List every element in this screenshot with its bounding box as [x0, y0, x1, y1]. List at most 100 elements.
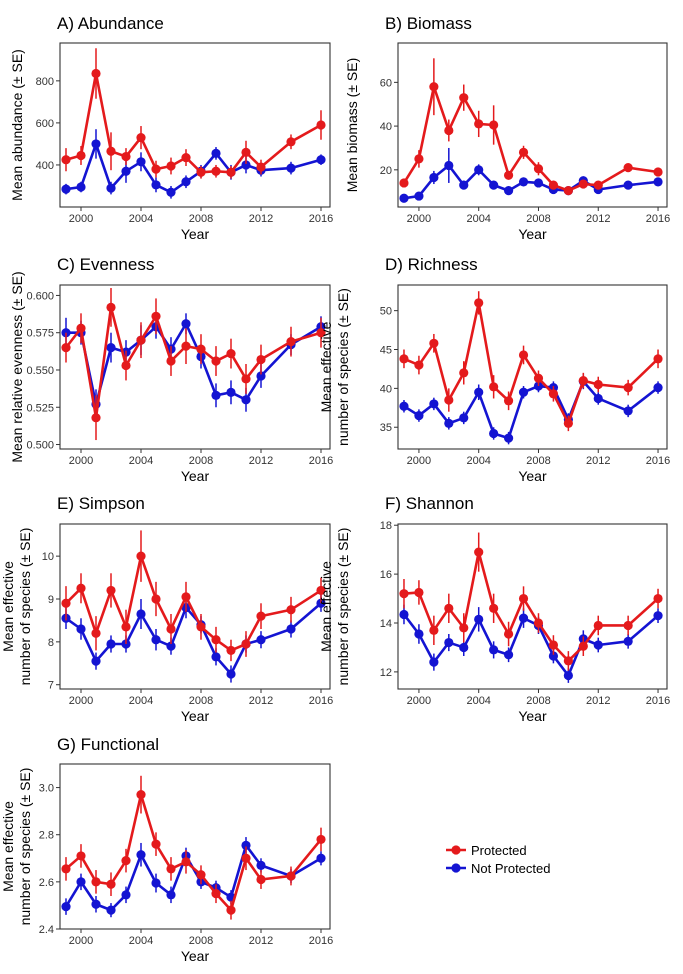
data-point: [623, 406, 633, 416]
series-line: [66, 322, 322, 406]
x-tick-label: 2016: [309, 695, 333, 707]
data-point: [241, 639, 251, 649]
data-point: [316, 585, 326, 596]
y-tick-label: 40: [380, 121, 392, 133]
x-tick-label: 2008: [526, 455, 550, 467]
y-tick-label: 0.525: [26, 402, 54, 414]
data-point: [503, 650, 514, 660]
data-point: [474, 547, 484, 557]
data-point: [256, 354, 266, 365]
data-point: [76, 323, 86, 333]
x-tick-label: 2012: [249, 213, 273, 225]
series-line: [403, 380, 659, 440]
y-axis-label: Mean effective: [318, 561, 334, 652]
x-tick-label: 2016: [646, 695, 670, 707]
y-tick-label: 600: [36, 118, 54, 130]
panel-title: C) Evenness: [57, 255, 154, 274]
legend-key-point: [451, 845, 461, 855]
data-point: [256, 635, 266, 645]
data-point: [151, 164, 161, 174]
data-point: [76, 182, 86, 192]
y-tick-label: 20: [380, 165, 392, 177]
x-tick-label: 2004: [466, 455, 490, 467]
data-point: [316, 155, 326, 165]
y-tick-label: 2.8: [39, 830, 54, 842]
series-protected: [61, 530, 326, 662]
x-tick-label: 2008: [189, 455, 213, 467]
panel-frame: [397, 42, 668, 208]
legend-key-point: [451, 863, 461, 873]
data-point: [489, 603, 499, 613]
series-not-protected: [399, 147, 663, 203]
panel-title: E) Simpson: [57, 494, 145, 513]
data-point: [226, 348, 236, 359]
data-point: [121, 166, 131, 176]
data-point: [181, 319, 191, 329]
x-axis-label: Year: [181, 948, 210, 964]
x-tick-label: 2004: [129, 935, 153, 947]
data-point: [91, 413, 101, 423]
y-tick-label: 50: [380, 306, 392, 318]
data-point: [241, 840, 251, 850]
data-point: [316, 598, 326, 608]
y-axis-label: Mean effective: [0, 561, 16, 652]
y-tick-label: 40: [380, 383, 392, 395]
data-point: [106, 343, 116, 353]
data-point: [166, 890, 176, 900]
panel-abundance: A) Abundance 2000 2004 2008 2012 2016 400 600 80…: [9, 14, 333, 242]
data-point: [414, 154, 424, 164]
data-point: [399, 589, 409, 599]
series-not-protected: [61, 313, 326, 420]
data-point: [226, 167, 236, 177]
x-tick-label: 2008: [526, 213, 550, 225]
data-point: [241, 395, 251, 405]
data-point: [106, 879, 116, 889]
panel-title: A) Abundance: [57, 14, 164, 33]
data-point: [489, 180, 499, 190]
series-not-protected: [61, 594, 326, 683]
x-tick-label: 2012: [249, 695, 273, 707]
data-point: [414, 360, 424, 370]
data-point: [444, 125, 454, 136]
x-tick-label: 2008: [189, 695, 213, 707]
y-tick-label: 60: [380, 77, 392, 89]
data-point: [91, 899, 101, 909]
data-point: [503, 433, 514, 443]
data-point: [286, 163, 296, 173]
data-point: [286, 137, 296, 147]
data-point: [518, 613, 529, 623]
data-point: [166, 356, 176, 366]
legend: Protected Not Protected: [446, 843, 551, 876]
data-point: [136, 133, 146, 143]
data-point: [593, 379, 603, 390]
panel-frame: [59, 284, 331, 450]
series-line: [402, 613, 659, 677]
data-point: [563, 656, 573, 666]
data-point: [316, 120, 326, 130]
data-point: [211, 166, 221, 176]
data-point: [196, 870, 206, 880]
data-point: [653, 611, 663, 621]
data-point: [91, 877, 101, 887]
y-tick-label: 2.4: [39, 924, 54, 936]
data-point: [578, 376, 588, 386]
data-point: [91, 628, 101, 638]
x-tick-label: 2016: [646, 455, 670, 467]
series-line: [65, 602, 322, 676]
x-tick-label: 2012: [586, 695, 610, 707]
data-point: [399, 609, 409, 620]
data-point: [503, 629, 514, 639]
data-point: [653, 382, 663, 393]
data-point: [489, 120, 499, 130]
series-not-protected: [399, 373, 663, 445]
data-point: [518, 387, 529, 397]
data-point: [518, 350, 529, 360]
data-point: [399, 401, 409, 411]
data-point: [593, 393, 603, 404]
data-point: [563, 418, 573, 428]
data-point: [429, 172, 439, 183]
data-point: [414, 629, 424, 639]
data-point: [429, 625, 439, 635]
data-point: [106, 639, 116, 649]
